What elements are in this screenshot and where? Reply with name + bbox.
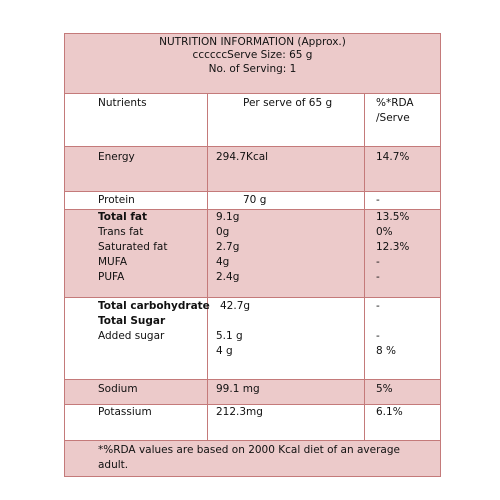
nutrient-name: MUFA: [98, 256, 128, 268]
nutrient-rda: 13.5%: [376, 211, 410, 223]
nutrient-name: Saturated fat: [98, 241, 168, 253]
servings-count: No. of Serving: 1: [208, 63, 297, 75]
nutrient-name: Protein: [98, 194, 135, 206]
nutrient-rda: 0%: [376, 226, 393, 238]
footnote-row: *%RDA values are based on 2000 Kcal diet…: [65, 441, 440, 476]
table-title: NUTRITION INFORMATION (Approx.): [159, 36, 346, 48]
nutrient-name: PUFA: [98, 271, 125, 283]
nutrient-rda: 6.1%: [376, 406, 403, 418]
nutrition-table: NUTRITION INFORMATION (Approx.) ccccccSe…: [64, 33, 441, 477]
nutrient-name: Total Sugar: [98, 315, 166, 327]
table-row: Potassium 212.3mg 6.1%: [65, 405, 440, 441]
table-header: NUTRITION INFORMATION (Approx.) ccccccSe…: [65, 34, 440, 94]
nutrient-name: Sodium: [98, 383, 138, 395]
footnote-text: *%RDA values are based on 2000 Kcal diet…: [98, 444, 400, 456]
nutrient-rda: -: [376, 271, 380, 283]
nutrient-value: 70 g: [243, 194, 267, 206]
nutrient-value: 5.1 g: [216, 330, 243, 342]
column-header-row: Nutrients Per serve of 65 g %*RDA /Serve: [65, 94, 440, 147]
nutrient-rda: -: [376, 194, 380, 206]
nutrient-name: Potassium: [98, 406, 152, 418]
nutrient-value: 2.4g: [216, 271, 240, 283]
col-nutrients: Nutrients: [98, 97, 147, 109]
nutrient-value: 2.7g: [216, 241, 240, 253]
nutrient-rda: -: [376, 256, 380, 268]
nutrient-name: Added sugar: [98, 330, 165, 342]
nutrient-value: 212.3mg: [216, 406, 263, 418]
nutrient-rda: -: [376, 330, 380, 342]
col-per-serve: Per serve of 65 g: [243, 97, 333, 109]
col-rda-serve: /Serve: [376, 112, 410, 124]
nutrient-rda: 8 %: [376, 345, 396, 357]
nutrient-name: Total carbohydrate: [98, 300, 210, 312]
nutrient-value: 9.1g: [216, 211, 240, 223]
col-rda: %*RDA: [376, 97, 414, 109]
table-row: Protein 70 g -: [65, 192, 440, 210]
nutrient-value: 4 g: [216, 345, 233, 357]
nutrient-name: Trans fat: [98, 226, 144, 238]
table-row: Energy 294.7Kcal 14.7%: [65, 147, 440, 192]
nutrient-rda: 12.3%: [376, 241, 410, 253]
nutrient-value: 0g: [216, 226, 230, 238]
nutrient-value: 99.1 mg: [216, 383, 260, 395]
table-row: Sodium 99.1 mg 5%: [65, 380, 440, 405]
nutrient-rda: 14.7%: [376, 151, 410, 163]
nutrient-rda: 5%: [376, 383, 393, 395]
serve-size: ccccccServe Size: 65 g: [192, 49, 313, 61]
table-row: Total carbohydrate Total Sugar Added sug…: [65, 298, 440, 380]
nutrient-value: 42.7g: [220, 300, 251, 312]
nutrient-value: 4g: [216, 256, 230, 268]
nutrient-name: Energy: [98, 151, 135, 163]
footnote-text-cont: adult.: [98, 459, 129, 471]
table-row: Total fat Trans fat Saturated fat MUFA P…: [65, 210, 440, 298]
nutrient-value: 294.7Kcal: [216, 151, 269, 163]
nutrient-rda: -: [376, 300, 380, 312]
nutrient-name: Total fat: [98, 211, 148, 223]
